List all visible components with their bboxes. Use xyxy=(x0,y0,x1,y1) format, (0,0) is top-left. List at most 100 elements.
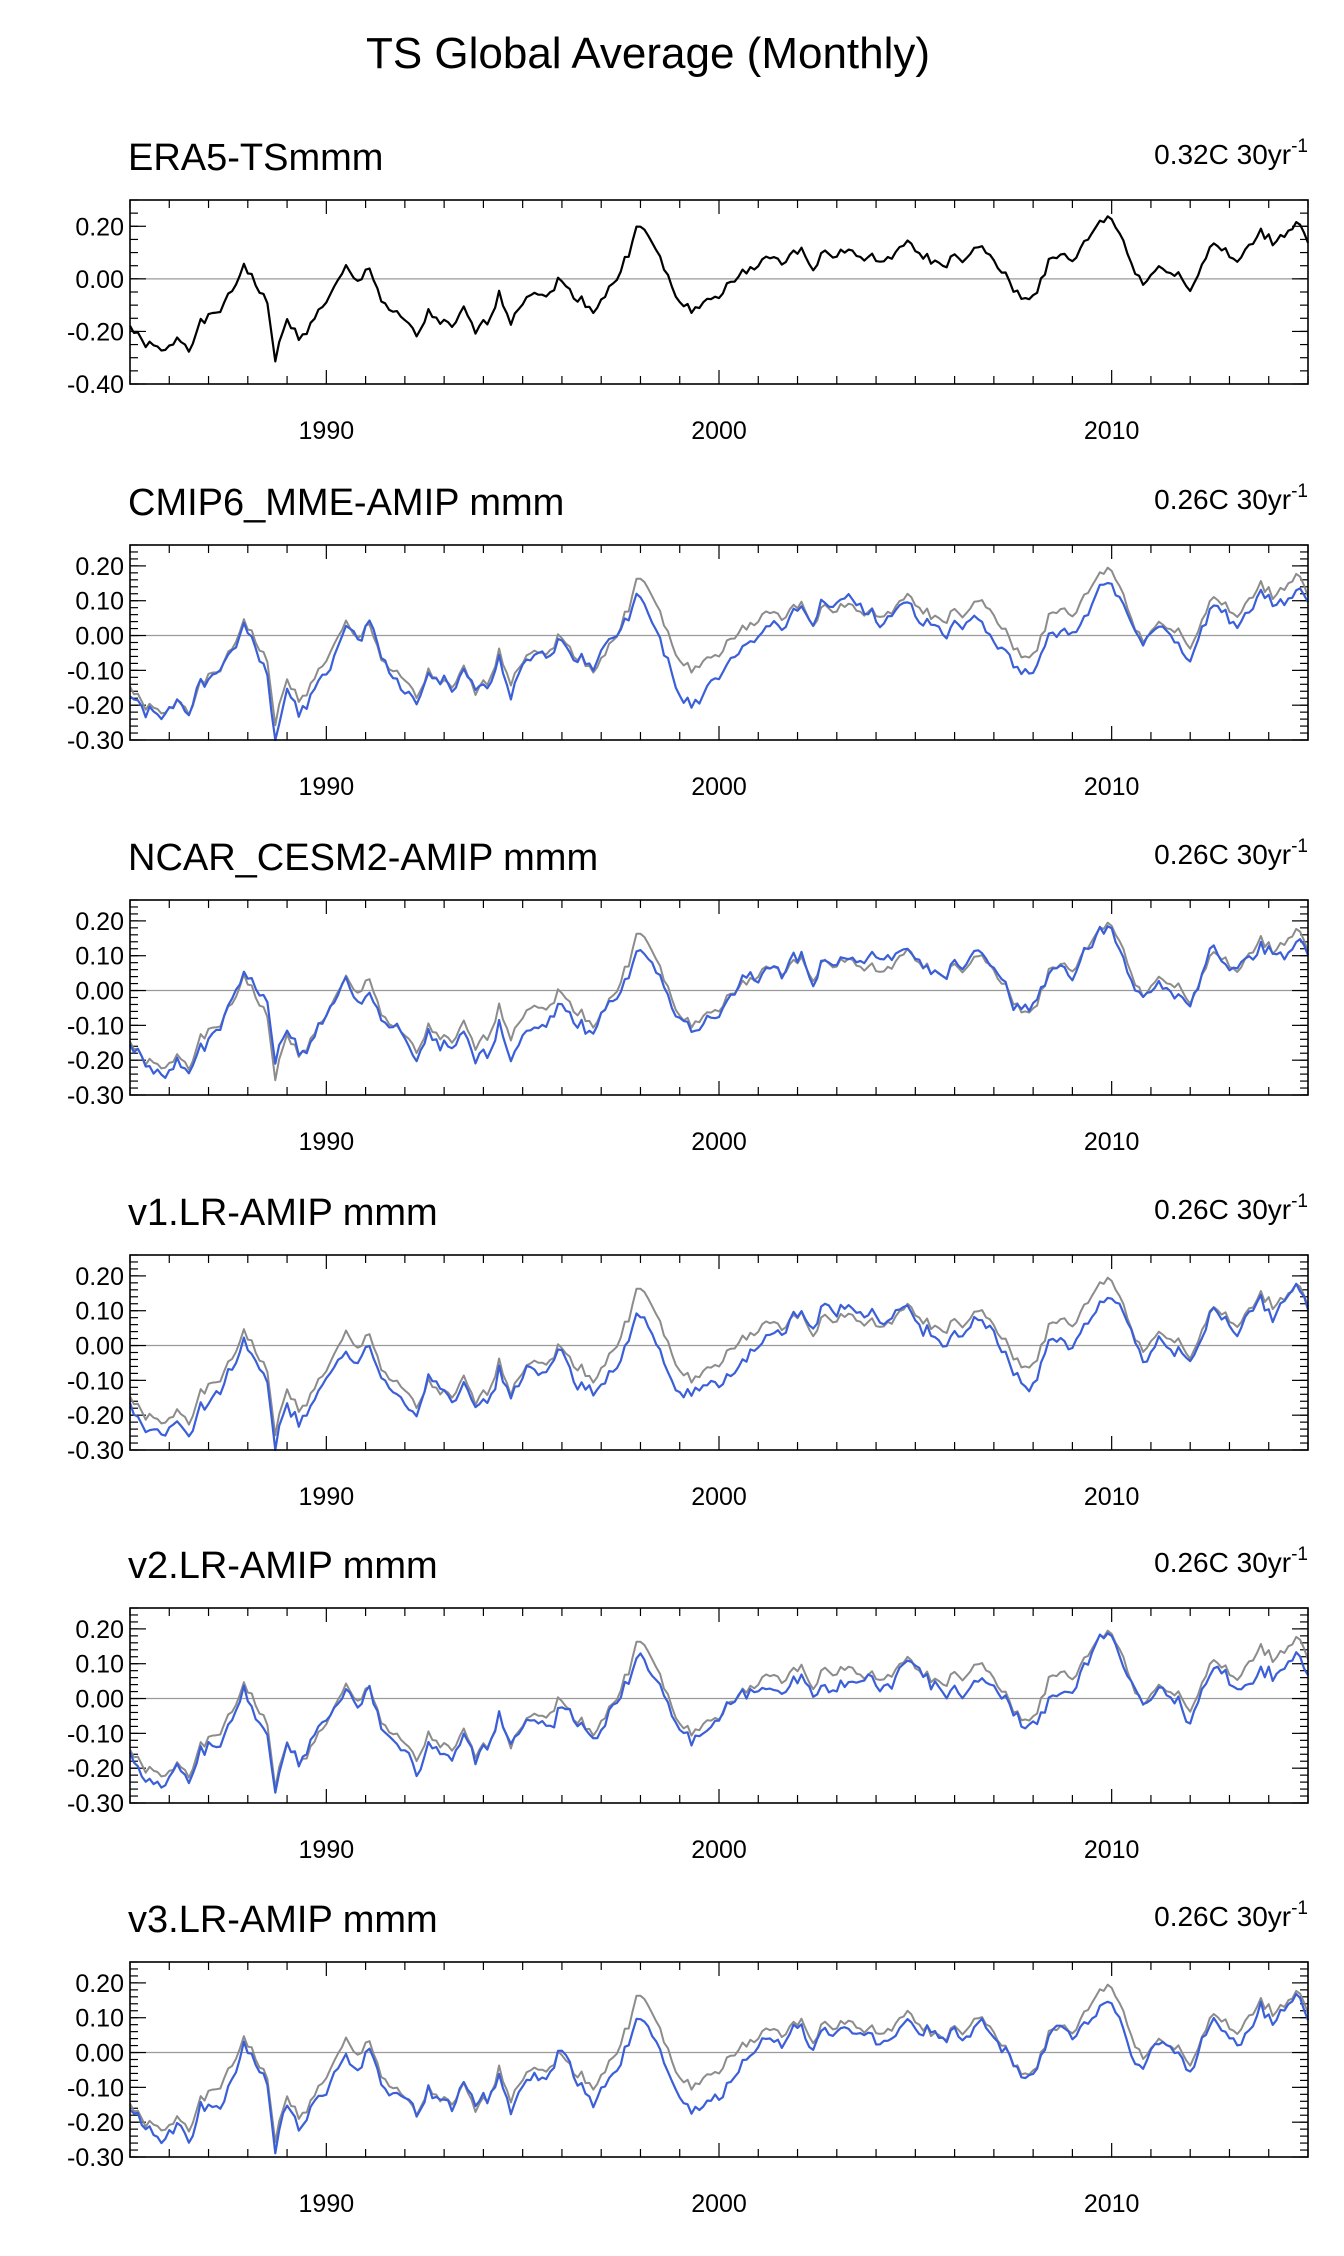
trend-value: 0.26C 30yr xyxy=(1154,484,1291,515)
x-tick-label: 2000 xyxy=(691,1483,747,1511)
y-tick-label: 0.00 xyxy=(75,266,124,294)
y-tick-label: 0.20 xyxy=(75,908,124,936)
y-tick-label: 0.10 xyxy=(75,588,124,616)
series-line-era5 xyxy=(129,566,1309,727)
panel-title: v2.LR-AMIP mmm xyxy=(128,1545,438,1587)
y-tick-label: -0.20 xyxy=(67,318,124,346)
y-tick-label: 0.10 xyxy=(75,2005,124,2033)
y-tick-label: 0.00 xyxy=(75,623,124,651)
y-tick-label: -0.20 xyxy=(67,1047,124,1075)
y-tick-label: 0.10 xyxy=(75,1298,124,1326)
trend-value: 0.26C 30yr xyxy=(1154,1547,1291,1578)
y-tick-label: -0.20 xyxy=(67,2109,124,2137)
y-tick-label: 0.00 xyxy=(75,978,124,1006)
panel-5: v2.LR-AMIP mmm 0.26C 30yr-1 0.20 0.10 0.00 -0… xyxy=(67,1544,1309,1864)
x-tick-label: 2000 xyxy=(691,417,747,445)
series-line-era5 xyxy=(129,1629,1309,1790)
x-tick-label: 2010 xyxy=(1084,1483,1140,1511)
y-tick-label: -0.10 xyxy=(67,1720,124,1748)
y-tick-label: 0.10 xyxy=(75,1651,124,1679)
y-tick-label: -0.30 xyxy=(67,727,124,755)
x-tick-label: 1990 xyxy=(299,773,355,801)
y-tick-label: -0.20 xyxy=(67,1402,124,1430)
y-tick-label: -0.30 xyxy=(67,1437,124,1465)
plot-frame xyxy=(129,1607,1309,1804)
y-tick-label: -0.10 xyxy=(67,1012,124,1040)
y-tick-label: -0.10 xyxy=(67,1367,124,1395)
y-tick-label: 0.20 xyxy=(75,553,124,581)
x-tick-label: 1990 xyxy=(299,1836,355,1864)
trend-exponent: -1 xyxy=(1291,1544,1308,1565)
plot-frame xyxy=(129,899,1309,1096)
series-line-era5 xyxy=(129,1983,1309,2144)
series-line-era5 xyxy=(129,1276,1309,1437)
y-tick-label: -0.30 xyxy=(67,1082,124,1110)
plot-frame xyxy=(129,544,1309,741)
trend-label: 0.26C 30yr-1 xyxy=(1154,836,1308,870)
trend-label: 0.26C 30yr-1 xyxy=(1154,481,1308,515)
y-tick-label: -0.40 xyxy=(67,371,124,399)
series-line-ncar-cesm2-amip xyxy=(129,925,1310,1080)
panel-title: v1.LR-AMIP mmm xyxy=(128,1192,438,1234)
x-tick-label: 2010 xyxy=(1084,773,1140,801)
x-tick-label: 1990 xyxy=(299,2190,355,2218)
panels: ERA5-TSmmm 0.32C 30yr-10.200.00-0.20-0.40… xyxy=(67,136,1310,2218)
figure-title: TS Global Average (Monthly) xyxy=(366,29,930,78)
trend-label: 0.26C 30yr-1 xyxy=(1154,1191,1308,1225)
trend-value: 0.32C 30yr xyxy=(1154,139,1291,170)
series-line-v2-lr-amip xyxy=(128,1632,1309,1794)
series-line-v1-lr-amip xyxy=(128,1282,1310,1452)
y-tick-label: 0.20 xyxy=(75,1970,124,1998)
trend-exponent: -1 xyxy=(1291,481,1308,502)
x-tick-label: 2000 xyxy=(691,773,747,801)
panel-3: NCAR_CESM2-AMIP mmm 0.26C 30yr-1 0.20 0.10 0… xyxy=(67,836,1310,1156)
plot-frame xyxy=(129,199,1309,385)
y-tick-label: 0.10 xyxy=(75,943,124,971)
panel-2: CMIP6_MME-AMIP mmm 0.26C 30yr-1 0.20 0.10 0.… xyxy=(67,481,1309,801)
y-tick-label: 0.00 xyxy=(75,2040,124,2068)
trend-exponent: -1 xyxy=(1291,136,1308,157)
panel-title: v3.LR-AMIP mmm xyxy=(128,1899,438,1941)
y-tick-label: 0.20 xyxy=(75,1616,124,1644)
x-tick-label: 1990 xyxy=(299,1128,355,1156)
trend-value: 0.26C 30yr xyxy=(1154,839,1291,870)
series-line-v3-lr-amip xyxy=(129,1992,1310,2155)
panel-title: ERA5-TSmmm xyxy=(128,137,383,179)
x-tick-label: 2010 xyxy=(1084,2190,1140,2218)
y-tick-label: -0.20 xyxy=(67,692,124,720)
x-tick-label: 2010 xyxy=(1084,417,1140,445)
y-tick-label: -0.30 xyxy=(67,1790,124,1818)
y-tick-label: -0.30 xyxy=(67,2144,124,2172)
x-tick-label: 2000 xyxy=(691,1128,747,1156)
y-tick-label: 0.20 xyxy=(75,213,124,241)
series-line-cmip6-mme-amip xyxy=(129,581,1309,742)
y-tick-label: -0.20 xyxy=(67,1755,124,1783)
trend-exponent: -1 xyxy=(1291,1191,1308,1212)
y-tick-label: 0.20 xyxy=(75,1263,124,1291)
trend-value: 0.26C 30yr xyxy=(1154,1901,1291,1932)
panel-title: NCAR_CESM2-AMIP mmm xyxy=(128,837,598,879)
panel-4: v1.LR-AMIP mmm 0.26C 30yr-1 0.20 0.10 0.00 -0… xyxy=(67,1191,1310,1511)
x-tick-label: 1990 xyxy=(299,417,355,445)
x-tick-label: 2010 xyxy=(1084,1836,1140,1864)
trend-label: 0.26C 30yr-1 xyxy=(1154,1544,1308,1578)
trend-label: 0.26C 30yr-1 xyxy=(1154,1898,1308,1932)
series-line-era5 xyxy=(129,215,1310,363)
x-tick-label: 2010 xyxy=(1084,1128,1140,1156)
trend-label: 0.32C 30yr-1 xyxy=(1154,136,1308,170)
trend-value: 0.26C 30yr xyxy=(1154,1194,1291,1225)
y-tick-label: -0.10 xyxy=(67,2074,124,2102)
trend-exponent: -1 xyxy=(1291,1898,1308,1919)
y-tick-label: 0.00 xyxy=(75,1333,124,1361)
panel-title: CMIP6_MME-AMIP mmm xyxy=(128,482,564,524)
trend-exponent: -1 xyxy=(1291,836,1308,857)
panel-1: ERA5-TSmmm 0.32C 30yr-1 0.20 0.00 -0.20 -0.40… xyxy=(67,136,1310,445)
series-line-era5 xyxy=(129,921,1309,1082)
x-tick-label: 2000 xyxy=(691,2190,747,2218)
panel-6: v3.LR-AMIP mmm 0.26C 30yr-1 0.20 0.10 0.00 -0… xyxy=(67,1898,1310,2218)
x-tick-label: 1990 xyxy=(299,1483,355,1511)
y-tick-label: 0.00 xyxy=(75,1686,124,1714)
x-tick-label: 2000 xyxy=(691,1836,747,1864)
plot-frame xyxy=(129,1254,1309,1451)
